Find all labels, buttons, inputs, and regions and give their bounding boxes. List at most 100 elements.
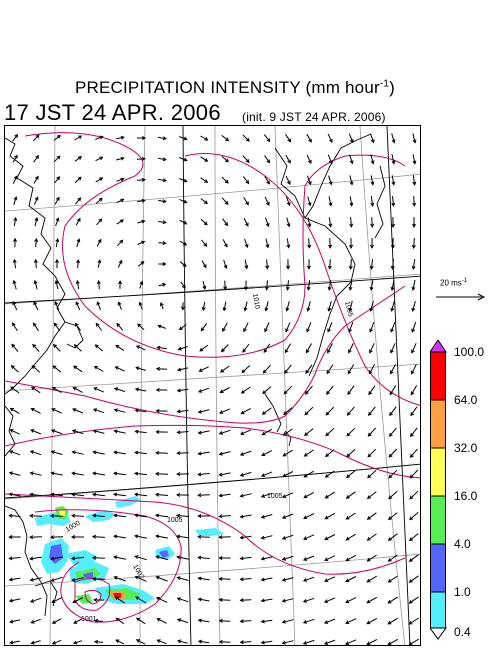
wind-arrow-head (29, 556, 34, 561)
wind-arrow-head (323, 620, 329, 624)
wind-arrow (346, 491, 356, 499)
wind-arrow-head (302, 599, 308, 603)
wind-arrow-head (183, 178, 188, 183)
wind-arrow-head (73, 365, 78, 370)
wind-arrow-head (219, 389, 224, 393)
wind-arrow (283, 407, 293, 415)
wind-arrow-head (95, 322, 100, 327)
wind-arrow (116, 219, 124, 225)
wind-arrow-head (324, 474, 329, 478)
wind-arrow (304, 406, 314, 416)
wind-arrow (51, 597, 63, 603)
wind-arrow (74, 344, 82, 352)
wind-arrow (72, 597, 84, 603)
wind-arrow-head (72, 408, 77, 412)
wind-arrow-head (96, 279, 101, 285)
wind-arrow-head (35, 175, 39, 180)
wind-arrow-head (29, 492, 34, 497)
wind-arrow (13, 196, 17, 206)
wind-arrow-head (366, 557, 371, 562)
wind-arrow-head (285, 286, 290, 291)
wind-arrow (306, 343, 312, 353)
wind-arrow (95, 177, 103, 183)
wind-arrow-head (113, 450, 118, 455)
wind-arrow (306, 154, 312, 164)
wind-arrow (413, 237, 415, 249)
wind-arrow (261, 640, 273, 644)
wind-arrow (327, 154, 333, 164)
wind-arrow (409, 638, 419, 645)
wind-arrow (244, 238, 248, 248)
wind-arrow-head (390, 286, 395, 292)
wind-arrow-head (306, 349, 310, 354)
wind-arrow (136, 345, 146, 351)
wind-arrow-head (222, 307, 227, 312)
wind-arrow-head (50, 492, 55, 497)
wind-arrow (92, 557, 106, 559)
wind-arrow (282, 640, 294, 644)
wind-arrow-head (326, 390, 330, 395)
wind-arrow-head (286, 244, 291, 249)
wind-arrow-head (50, 471, 55, 476)
wind-arrow-head (201, 306, 206, 312)
wind-arrow-head (9, 429, 14, 433)
wind-arrow-head (97, 238, 102, 243)
wind-arrow (136, 367, 146, 371)
wind-arrow-head (32, 322, 37, 327)
wind-arrow (158, 283, 166, 287)
wind-arrow (348, 133, 354, 143)
wind-arrow (349, 280, 353, 290)
wind-arrow (411, 342, 417, 354)
wind-arrow (412, 154, 416, 164)
wind-arrow (135, 576, 147, 582)
precip-shading (35, 496, 225, 604)
wind-arrow-head (114, 366, 119, 370)
wind-arrow (325, 491, 335, 499)
wind-arrow (51, 451, 63, 455)
wind-arrow (346, 470, 356, 478)
wind-arrow-head (183, 220, 188, 225)
wind-arrow (304, 470, 314, 478)
wind-arrow-head (345, 515, 350, 520)
wind-arrow (73, 618, 83, 624)
wind-arrow (96, 218, 102, 226)
wind-arrow (388, 491, 398, 499)
wind-arrow (367, 575, 377, 583)
wind-arrow (350, 217, 352, 227)
wind-arrow (137, 261, 145, 267)
wind-arrow (158, 178, 166, 182)
wind-arrow-head (345, 557, 350, 562)
wind-arrow-head (242, 348, 247, 353)
wind-arrow-head (304, 390, 309, 395)
wind-arrow (52, 618, 62, 624)
wind-arrow-head (91, 492, 97, 497)
wind-arrow (282, 619, 294, 623)
wind-arrow (240, 641, 252, 643)
wind-arrow (286, 238, 290, 248)
wind-arrow-head (176, 534, 181, 539)
wind-arrow-head (117, 301, 122, 306)
wind-arrow-head (239, 619, 244, 624)
wind-arrow-head (33, 258, 38, 263)
wind-arrow-head (91, 534, 97, 539)
wind-arrow-head (387, 516, 392, 521)
wind-arrow (325, 406, 335, 416)
wind-arrow (201, 260, 207, 268)
wind-arrow (412, 258, 416, 270)
wind-arrow-head (119, 219, 124, 223)
wind-arrow (349, 175, 353, 185)
wind-arrow (93, 430, 105, 434)
wind-arrow (367, 554, 377, 562)
wind-arrow-head (345, 578, 350, 583)
wind-arrow (349, 300, 353, 312)
wind-arrow (52, 365, 62, 373)
wind-arrow (303, 491, 315, 499)
wind-arrow (370, 300, 374, 312)
wind-arrow (285, 322, 291, 332)
wind-arrow-head (54, 258, 59, 263)
colorbar-label: 4.0 (454, 537, 471, 551)
wind-arrow (261, 471, 273, 477)
wind-arrow (200, 135, 208, 141)
wind-arrow-head (282, 452, 287, 457)
wind-arrow (12, 301, 18, 311)
